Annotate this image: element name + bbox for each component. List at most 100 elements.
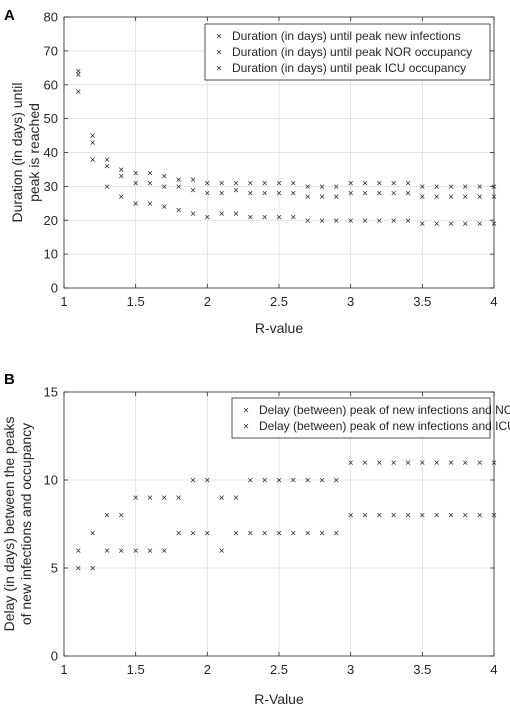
data-point: × [262,212,268,223]
data-point: × [219,209,225,220]
data-point: × [118,511,124,522]
y-axis-title: Duration (in days) untilpeak is reached [9,82,42,222]
legend-entry: Duration (in days) until peak ICU occupa… [232,61,466,75]
data-point: × [147,546,153,557]
legend-box [204,23,491,81]
data-point: × [75,87,81,98]
data-point: × [133,546,139,557]
data-point: × [348,216,354,227]
data-point: × [290,528,296,539]
data-point: × [305,192,311,203]
legend-marker: × [216,64,222,75]
x-tick-label: 4 [490,294,497,309]
y-tick-label: 20 [44,213,58,228]
data-point: × [176,493,182,504]
data-point: × [233,209,239,220]
data-point: × [448,182,454,193]
data-point: × [319,216,325,227]
data-point: × [405,458,411,469]
data-point: × [233,528,239,539]
data-point: × [419,182,425,193]
data-point: × [190,185,196,196]
data-point: × [305,476,311,487]
y-tick-label: 0 [51,649,58,664]
data-point: × [147,168,153,179]
x-tick-label: 3.5 [413,294,431,309]
data-point: × [376,189,382,200]
data-point: × [219,178,225,189]
legend-entry: Duration (in days) until peak NOR occupa… [232,45,472,59]
data-point: × [305,182,311,193]
y-tick-label: 40 [44,145,58,160]
data-point: × [290,212,296,223]
data-point: × [462,458,468,469]
x-tick-label: 2.5 [270,294,288,309]
y-axis-title-line: Duration (in days) until [9,82,25,222]
data-point: × [176,182,182,193]
x-tick-label: 3 [347,294,354,309]
series-1: ×××××××××××××××××××××××××××××× [75,87,497,230]
data-point: × [262,189,268,200]
panel-label: B [4,371,15,388]
data-point: × [448,511,454,522]
data-point: × [90,138,96,149]
data-point: × [448,219,454,230]
data-point: × [118,165,124,176]
data-point: × [491,511,497,522]
x-tick-label: 4 [490,662,497,677]
data-point: × [161,546,167,557]
data-point: × [147,493,153,504]
data-point: × [219,493,225,504]
panel-label: A [4,7,15,24]
data-point: × [391,178,397,189]
data-point: × [118,172,124,183]
data-point: × [247,476,253,487]
data-point: × [262,528,268,539]
y-axis-title: Delay (in days) between the peaksof new … [1,417,34,632]
legend-box [231,397,491,439]
data-point: × [276,528,282,539]
data-point: × [477,219,483,230]
legend-marker: × [243,422,249,433]
data-point: × [491,458,497,469]
y-tick-label: 70 [44,43,58,58]
y-axis-title-line: peak is reached [26,103,42,202]
data-point: × [362,458,368,469]
data-point: × [190,175,196,186]
data-point: × [147,178,153,189]
data-point: × [204,476,210,487]
data-point: × [104,155,110,166]
data-point: × [405,178,411,189]
data-point: × [405,511,411,522]
data-point: × [233,185,239,196]
panel-a: A1 1.5 2 2.5 3 3.5 401020304050607080R-valueDu… [4,7,498,336]
data-point: × [462,219,468,230]
data-point: × [305,528,311,539]
data-point: × [161,182,167,193]
data-point: × [290,178,296,189]
x-axis-title: R-value [255,320,303,336]
data-point: × [233,493,239,504]
data-point: × [348,511,354,522]
data-point: × [434,182,440,193]
y-tick-label: 10 [44,473,58,488]
data-point: × [491,219,497,230]
data-point: × [405,189,411,200]
data-point: × [247,178,253,189]
data-point: × [333,182,339,193]
legend-marker: × [243,406,249,417]
series-2: × × × × × × × × × × × × × × × × × × × × × × × × × × × × × × [75,458,497,557]
data-point: × [419,192,425,203]
data-point: × [434,458,440,469]
data-point: × [348,178,354,189]
data-point: × [176,206,182,217]
data-point: × [462,511,468,522]
data-point: × [333,476,339,487]
legend-entry: Delay (between) peak of new infections a… [259,403,510,417]
data-point: × [391,216,397,227]
x-tick-label: 1 [60,294,67,309]
data-point: × [376,511,382,522]
data-point: × [104,511,110,522]
panel-b: B 1 1.5 2 2.5 3 3.5 4 0 5 10 15 R-Value Delay (in day… [1,371,510,707]
